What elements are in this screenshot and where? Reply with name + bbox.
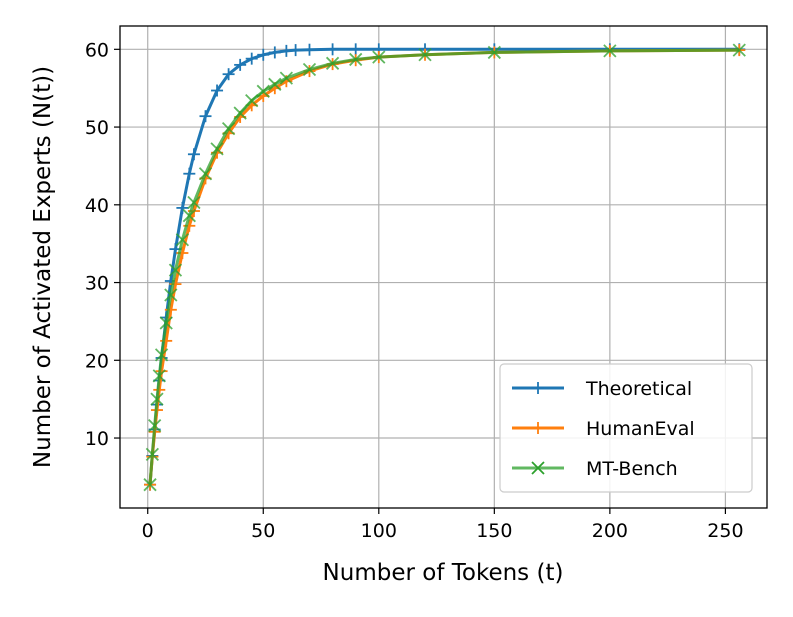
y-tick-label: 10: [85, 428, 109, 450]
data-point-mt-bench: [148, 418, 162, 433]
data-point-mt-bench: [603, 44, 617, 58]
data-point-mt-bench: [732, 43, 746, 57]
data-point-mt-bench: [145, 447, 159, 461]
data-point-theoretical: [349, 43, 362, 56]
x-tick-label: 0: [142, 520, 154, 542]
data-point-theoretical: [326, 43, 339, 56]
data-point-theoretical: [245, 52, 258, 65]
data-point-theoretical: [211, 84, 224, 97]
data-point-mt-bench: [245, 93, 259, 108]
legend-label-humaneval: HumanEval: [586, 418, 695, 440]
data-point-theoretical: [183, 167, 196, 180]
legend-marker-humaneval: [532, 422, 544, 434]
data-point-theoretical: [289, 44, 302, 57]
y-tick-label: 50: [85, 117, 109, 139]
data-point-mt-bench: [143, 478, 157, 492]
x-tick-label: 200: [592, 520, 628, 542]
data-point-mt-bench: [256, 84, 270, 98]
legend-marker-theoretical: [532, 382, 544, 394]
data-point-mt-bench: [302, 62, 317, 77]
data-point-mt-bench: [187, 195, 201, 210]
y-tick-label: 60: [85, 39, 109, 61]
x-tick-label: 50: [251, 520, 275, 542]
data-point-theoretical: [257, 48, 270, 61]
legend-item-theoretical: Theoretical: [512, 378, 692, 400]
ticks: [114, 48, 727, 514]
data-point-theoretical: [303, 43, 316, 56]
data-point-mt-bench: [349, 52, 363, 67]
y-axis-label: Number of Activated Experts (N(t)): [30, 66, 56, 468]
data-point-mt-bench: [210, 142, 224, 156]
y-tick-label: 20: [85, 350, 109, 372]
data-point-mt-bench: [233, 106, 247, 120]
data-point-mt-bench: [418, 48, 432, 62]
y-tick-label: 40: [85, 195, 109, 217]
data-point-mt-bench: [198, 167, 213, 181]
data-point-mt-bench: [159, 316, 173, 330]
x-tick-label: 250: [707, 520, 743, 542]
data-point-theoretical: [199, 110, 212, 123]
data-point-theoretical: [222, 68, 235, 81]
data-point-mt-bench: [268, 77, 282, 91]
legend-box: [499, 363, 753, 493]
data-point-mt-bench: [372, 50, 386, 64]
data-point-theoretical: [234, 58, 247, 71]
data-point-humaneval: [164, 303, 177, 316]
data-point-mt-bench: [182, 209, 196, 223]
data-point-mt-bench: [168, 263, 183, 277]
legend-marker-mt-bench: [531, 461, 545, 475]
series-line-mt-bench: [148, 48, 740, 485]
data-point-mt-bench: [164, 288, 178, 302]
data-point-mt-bench: [221, 121, 236, 136]
data-point-mt-bench: [152, 369, 166, 383]
data-point-mt-bench: [154, 348, 169, 362]
x-tick-label: 100: [361, 520, 397, 542]
data-point-mt-bench: [279, 71, 294, 85]
data-point-theoretical: [176, 201, 189, 214]
x-axis-label: Number of Tokens (t): [323, 560, 564, 586]
x-tick-label: 150: [476, 520, 512, 542]
data-point-theoretical: [268, 46, 281, 59]
data-point-theoretical: [187, 148, 200, 161]
legend-item-humaneval: HumanEval: [512, 418, 695, 440]
data-point-mt-bench: [325, 56, 340, 70]
series-layer: [143, 43, 746, 492]
series-mt-bench: [143, 43, 746, 492]
data-point-mt-bench: [150, 392, 164, 406]
plot-frame: [119, 25, 768, 509]
data-point-mt-bench: [487, 45, 501, 60]
legend-label-mt-bench: MT-Bench: [586, 458, 678, 480]
tick-labels: 0 50 100 150 200 250 10 20 30 40 50 60: [85, 39, 744, 542]
legend-item-mt-bench: MT-Bench: [512, 458, 678, 480]
legend-label-theoretical: Theoretical: [585, 378, 692, 400]
legend: Theoretical HumanEval MT-Bench: [499, 363, 753, 493]
data-point-mt-bench: [175, 233, 190, 247]
y-tick-label: 30: [85, 273, 109, 295]
